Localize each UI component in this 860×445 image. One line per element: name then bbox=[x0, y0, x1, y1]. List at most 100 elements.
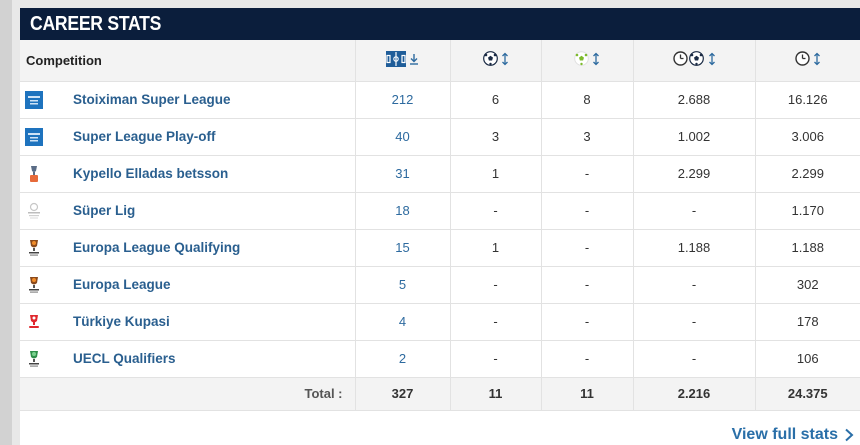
goals-cell: - bbox=[450, 303, 542, 341]
minutes-per-goal-cell: - bbox=[633, 192, 756, 230]
view-full-stats-link[interactable]: View full stats bbox=[732, 425, 854, 445]
minutes-per-goal-cell: - bbox=[633, 340, 756, 378]
super-league-logo bbox=[25, 90, 43, 109]
competition-link[interactable]: Süper Lig bbox=[73, 203, 136, 218]
competition-link[interactable]: Kypello Elladas betsson bbox=[73, 166, 229, 181]
total-goals: 11 bbox=[450, 377, 542, 411]
appearances-cell: 40 bbox=[355, 118, 451, 156]
sort-both-icon[interactable] bbox=[501, 52, 509, 66]
table-row: Türkiye Kupasi 4 - - - 178 bbox=[20, 303, 860, 341]
career-stats-table: Competition bbox=[20, 40, 860, 411]
assists-cell: - bbox=[541, 192, 634, 230]
appearances-cell: 15 bbox=[355, 229, 451, 267]
goals-cell: - bbox=[450, 192, 542, 230]
assists-cell: - bbox=[541, 155, 634, 193]
appearances-cell: 31 bbox=[355, 155, 451, 193]
competition-cell: Süper Lig bbox=[20, 192, 356, 230]
goals-cell: - bbox=[450, 266, 542, 304]
appearances-cell: 18 bbox=[355, 192, 451, 230]
minutes-played-cell: 2.299 bbox=[755, 155, 860, 193]
appearances-cell: 5 bbox=[355, 266, 451, 304]
minutes-played-column-header[interactable] bbox=[755, 40, 860, 82]
total-appearances: 327 bbox=[355, 377, 451, 411]
competition-cell: Stoiximan Super League bbox=[20, 81, 356, 119]
minutes-played-cell: 16.126 bbox=[755, 81, 860, 119]
goals-column-header[interactable] bbox=[450, 40, 542, 82]
greek-cup-logo bbox=[25, 165, 43, 183]
competition-cell: Kypello Elladas betsson bbox=[20, 155, 356, 193]
section-header: CAREER STATS bbox=[20, 8, 860, 40]
assists-column-header[interactable] bbox=[541, 40, 634, 82]
super-league-logo bbox=[25, 127, 43, 146]
chevron-right-icon bbox=[845, 428, 854, 442]
competition-cell: Europa League bbox=[20, 266, 356, 304]
sort-both-icon[interactable] bbox=[592, 52, 600, 66]
table-row: UECL Qualifiers 2 - - - 106 bbox=[20, 340, 860, 378]
sort-desc-icon[interactable] bbox=[409, 53, 419, 65]
minutes-per-goal-cell: 1.002 bbox=[633, 118, 756, 156]
ball-icon bbox=[482, 51, 498, 67]
table-header-row: Competition bbox=[20, 40, 860, 82]
competition-column-header: Competition bbox=[20, 40, 356, 82]
table-row: Europa League 5 - - - 302 bbox=[20, 266, 860, 304]
competition-link[interactable]: Europa League Qualifying bbox=[73, 240, 241, 255]
super-lig-logo bbox=[25, 202, 43, 220]
goals-cell: - bbox=[450, 340, 542, 378]
appearances-cell: 2 bbox=[355, 340, 451, 378]
goals-cell: 1 bbox=[450, 229, 542, 267]
goals-cell: 1 bbox=[450, 155, 542, 193]
goals-cell: 3 bbox=[450, 118, 542, 156]
assists-cell: - bbox=[541, 266, 634, 304]
assists-cell: - bbox=[541, 229, 634, 267]
appearances-column-header[interactable] bbox=[355, 40, 451, 82]
competition-link[interactable]: Stoiximan Super League bbox=[73, 92, 231, 107]
clock-icon bbox=[795, 51, 810, 66]
europa-league-logo bbox=[25, 239, 43, 257]
turkiye-kupasi-logo bbox=[25, 313, 43, 331]
assists-cell: 3 bbox=[541, 118, 634, 156]
competition-link[interactable]: Europa League bbox=[73, 277, 171, 292]
appearances-cell: 212 bbox=[355, 81, 451, 119]
minutes-per-goal-cell: - bbox=[633, 303, 756, 341]
assist-ball-icon bbox=[574, 51, 589, 67]
minutes-per-goal-cell: 1.188 bbox=[633, 229, 756, 267]
total-minutes-played: 24.375 bbox=[755, 377, 860, 411]
competition-cell: Türkiye Kupasi bbox=[20, 303, 356, 341]
total-label: Total : bbox=[20, 377, 356, 411]
conference-league-logo bbox=[25, 350, 43, 368]
assists-cell: - bbox=[541, 340, 634, 378]
sort-both-icon[interactable] bbox=[708, 52, 716, 66]
competition-link[interactable]: Super League Play-off bbox=[73, 129, 216, 144]
career-stats-card: CAREER STATS Competition bbox=[20, 8, 860, 445]
table-row: Süper Lig 18 - - - 1.170 bbox=[20, 192, 860, 230]
table-row: Kypello Elladas betsson 31 1 - 2.299 2.2… bbox=[20, 155, 860, 193]
pitch-icon bbox=[386, 50, 406, 67]
minutes-played-cell: 178 bbox=[755, 303, 860, 341]
competition-cell: UECL Qualifiers bbox=[20, 340, 356, 378]
assists-cell: 8 bbox=[541, 81, 634, 119]
section-title: CAREER STATS bbox=[30, 12, 162, 35]
competition-link[interactable]: Türkiye Kupasi bbox=[73, 314, 170, 329]
table-row: Super League Play-off 40 3 3 1.002 3.006 bbox=[20, 118, 860, 156]
assists-cell: - bbox=[541, 303, 634, 341]
competition-link[interactable]: UECL Qualifiers bbox=[73, 351, 176, 366]
minutes-played-cell: 3.006 bbox=[755, 118, 860, 156]
minutes-played-cell: 302 bbox=[755, 266, 860, 304]
total-minutes-per-goal: 2.216 bbox=[633, 377, 756, 411]
table-row: Stoiximan Super League 212 6 8 2.688 16.… bbox=[20, 81, 860, 119]
goals-cell: 6 bbox=[450, 81, 542, 119]
minutes-per-goal-column-header[interactable] bbox=[633, 40, 756, 82]
total-assists: 11 bbox=[541, 377, 634, 411]
competition-cell: Super League Play-off bbox=[20, 118, 356, 156]
competition-cell: Europa League Qualifying bbox=[20, 229, 356, 267]
minutes-played-cell: 106 bbox=[755, 340, 860, 378]
europa-league-logo bbox=[25, 276, 43, 294]
table-row: Europa League Qualifying 15 1 - 1.188 1.… bbox=[20, 229, 860, 267]
total-row: Total : 327 11 11 2.216 24.375 bbox=[20, 377, 860, 411]
sort-both-icon[interactable] bbox=[813, 52, 821, 66]
clock-ball-icon bbox=[672, 51, 704, 67]
minutes-per-goal-cell: 2.688 bbox=[633, 81, 756, 119]
appearances-cell: 4 bbox=[355, 303, 451, 341]
minutes-per-goal-cell: - bbox=[633, 266, 756, 304]
minutes-played-cell: 1.170 bbox=[755, 192, 860, 230]
